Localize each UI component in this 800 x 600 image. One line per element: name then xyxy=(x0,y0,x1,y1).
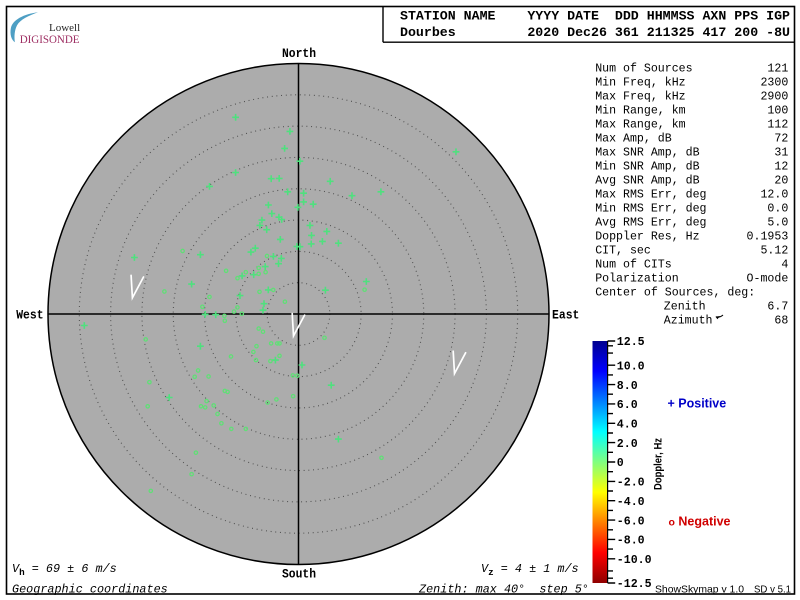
svg-text:0.0: 0.0 xyxy=(767,203,788,216)
svg-text:Min SNR Amp, dB: Min SNR Amp, dB xyxy=(595,161,699,174)
svg-text:0: 0 xyxy=(617,457,624,470)
svg-text:Max SNR Amp, dB: Max SNR Amp, dB xyxy=(595,147,699,160)
svg-text:6.7: 6.7 xyxy=(767,301,788,314)
svg-text:Avg SNR Amp, dB: Avg SNR Amp, dB xyxy=(595,175,699,188)
svg-text:Azimuth: Azimuth xyxy=(664,315,713,328)
svg-text:20: 20 xyxy=(774,175,788,188)
svg-text:Min Freq, kHz: Min Freq, kHz xyxy=(595,77,685,90)
svg-text:100: 100 xyxy=(767,105,788,118)
svg-text:South: South xyxy=(282,567,316,582)
svg-text:Max RMS Err, deg: Max RMS Err, deg xyxy=(595,189,706,202)
svg-text:Polarization: Polarization xyxy=(595,273,679,286)
svg-text:8.0: 8.0 xyxy=(617,380,638,393)
svg-text:-10.0: -10.0 xyxy=(617,554,652,567)
svg-text:Avg RMS Err, deg: Avg RMS Err, deg xyxy=(595,217,706,230)
svg-text:-2.0: -2.0 xyxy=(617,477,645,490)
svg-text:12.0: 12.0 xyxy=(760,189,788,202)
svg-text:ShowSkymap v 1.0: ShowSkymap v 1.0 xyxy=(655,584,744,596)
svg-text:Doppler, Hz: Doppler, Hz xyxy=(653,438,665,490)
svg-text:12.5: 12.5 xyxy=(617,336,645,349)
svg-text:4.0: 4.0 xyxy=(617,419,638,432)
svg-text:-6.0: -6.0 xyxy=(617,515,645,528)
svg-text:DIGISONDE: DIGISONDE xyxy=(20,32,80,46)
svg-text:Dourbes 2020 Dec26 361: Dourbes 2020 Dec26 361 211325 417 200 -8… xyxy=(400,25,790,40)
svg-text:O-mode: O-mode xyxy=(747,273,789,286)
svg-text:112: 112 xyxy=(767,119,788,132)
svg-text:CIT, sec: CIT, sec xyxy=(595,245,651,258)
svg-text:Vz = 4 ± 1 m/s: Vz = 4 ± 1 m/s xyxy=(481,562,579,578)
svg-text:2300: 2300 xyxy=(760,77,788,90)
svg-text:o Negative: o Negative xyxy=(669,514,731,528)
svg-text:2.0: 2.0 xyxy=(617,438,638,451)
svg-text:Num of CITs: Num of CITs xyxy=(595,259,672,272)
svg-text:Doppler Res, Hz: Doppler Res, Hz xyxy=(595,231,699,244)
svg-text:East: East xyxy=(552,307,579,322)
svg-text:12: 12 xyxy=(774,161,788,174)
svg-text:Vh = 69 ± 6 m/s: Vh = 69 ± 6 m/s xyxy=(12,562,117,578)
svg-text:10.0: 10.0 xyxy=(617,360,645,373)
svg-text:-8.0: -8.0 xyxy=(617,535,645,548)
svg-text:6.0: 6.0 xyxy=(617,399,638,412)
svg-text:West: West xyxy=(16,307,43,322)
svg-text:2900: 2900 xyxy=(760,91,788,104)
svg-text:Max Range, km: Max Range, km xyxy=(595,119,685,132)
svg-text:Max Amp, dB: Max Amp, dB xyxy=(595,133,672,146)
svg-text:72: 72 xyxy=(774,133,788,146)
svg-text:Geographic coordinates: Geographic coordinates xyxy=(12,582,168,596)
svg-text:Num of Sources: Num of Sources xyxy=(595,63,692,76)
svg-text:31: 31 xyxy=(774,147,788,160)
svg-text:Min RMS Err, deg: Min RMS Err, deg xyxy=(595,203,706,216)
svg-text:4: 4 xyxy=(781,259,788,272)
svg-text:Zenith: Zenith xyxy=(664,301,706,314)
svg-text:STATION NAME YYYY DATE DDD: STATION NAME YYYY DATE DDD HHMMSS AXN PP… xyxy=(400,9,790,24)
svg-text:Max Freq, kHz: Max Freq, kHz xyxy=(595,91,685,104)
svg-text:Zenith: max 40° step 5°: Zenith: max 40° step 5° xyxy=(418,582,589,596)
svg-text:SD v 5.1: SD v 5.1 xyxy=(754,584,791,596)
svg-text:5.12: 5.12 xyxy=(760,245,788,258)
svg-text:5.0: 5.0 xyxy=(767,217,788,230)
svg-text:Center of Sources, deg:: Center of Sources, deg: xyxy=(595,287,755,300)
svg-text:Min Range, km: Min Range, km xyxy=(595,105,685,118)
svg-text:North: North xyxy=(282,46,316,61)
svg-text:-12.5: -12.5 xyxy=(617,578,652,591)
svg-text:68: 68 xyxy=(774,315,788,328)
svg-text:Lowell: Lowell xyxy=(49,22,80,34)
svg-text:121: 121 xyxy=(767,63,788,76)
svg-text:-4.0: -4.0 xyxy=(617,496,645,509)
svg-text:0.1953: 0.1953 xyxy=(747,231,789,244)
svg-text:+ Positive: + Positive xyxy=(668,396,727,410)
